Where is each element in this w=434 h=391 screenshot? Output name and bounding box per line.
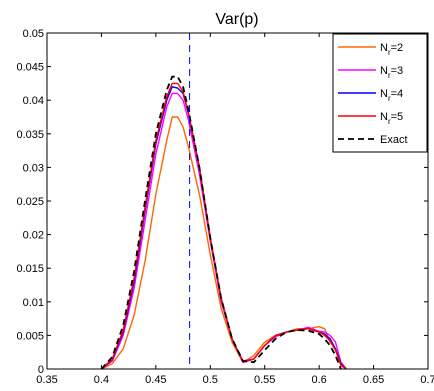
legend-label: Exact	[380, 134, 408, 146]
y-tick-label: 0.035	[16, 129, 44, 141]
x-tick-label: 0.5	[203, 374, 218, 386]
y-tick-label: 0.025	[16, 196, 44, 208]
y-axis: 0 0.005 0.01 0.015 0.02 0.025 0.03 0.035 0.04 0.0…	[16, 28, 428, 376]
x-tick-label: 0.7	[420, 374, 434, 386]
series-line-exact	[100, 75, 342, 369]
legend: Nr=2 Nr=3 Nr=4 Nr=5 Exact	[332, 33, 428, 153]
y-tick-label: 0.05	[23, 28, 44, 40]
x-tick-label: 0.55	[254, 374, 275, 386]
y-tick-label: 0.04	[23, 95, 44, 107]
legend-label: Nr=5	[380, 111, 403, 126]
legend-label: Nr=4	[380, 88, 403, 103]
y-tick-label: 0.015	[16, 263, 44, 275]
legend-label: Nr=3	[380, 65, 403, 80]
legend-label: Nr=2	[380, 42, 403, 57]
y-tick-label: 0.02	[23, 230, 44, 242]
series-line-nr-2	[101, 116, 347, 369]
y-tick-label: 0.03	[23, 162, 44, 174]
y-tick-label: 0.005	[16, 330, 44, 342]
x-axis: 0.35 0.4 0.45 0.5 0.55 0.6 0.65 0.7	[36, 33, 434, 386]
x-tick-label: 0.35	[36, 374, 57, 386]
series-layer	[100, 75, 347, 369]
x-tick-label: 0.6	[311, 374, 326, 386]
y-tick-label: 0	[38, 364, 44, 376]
series-line-nr-5	[100, 82, 347, 369]
series-line-nr-3	[101, 92, 347, 369]
x-tick-label: 0.4	[94, 374, 109, 386]
x-tick-label: 0.45	[145, 374, 166, 386]
y-tick-label: 0.045	[16, 62, 44, 74]
series-line-nr-4	[100, 86, 347, 369]
y-tick-label: 0.01	[23, 297, 44, 309]
x-tick-label: 0.65	[363, 374, 384, 386]
chart-title: Var(p)	[215, 11, 258, 28]
